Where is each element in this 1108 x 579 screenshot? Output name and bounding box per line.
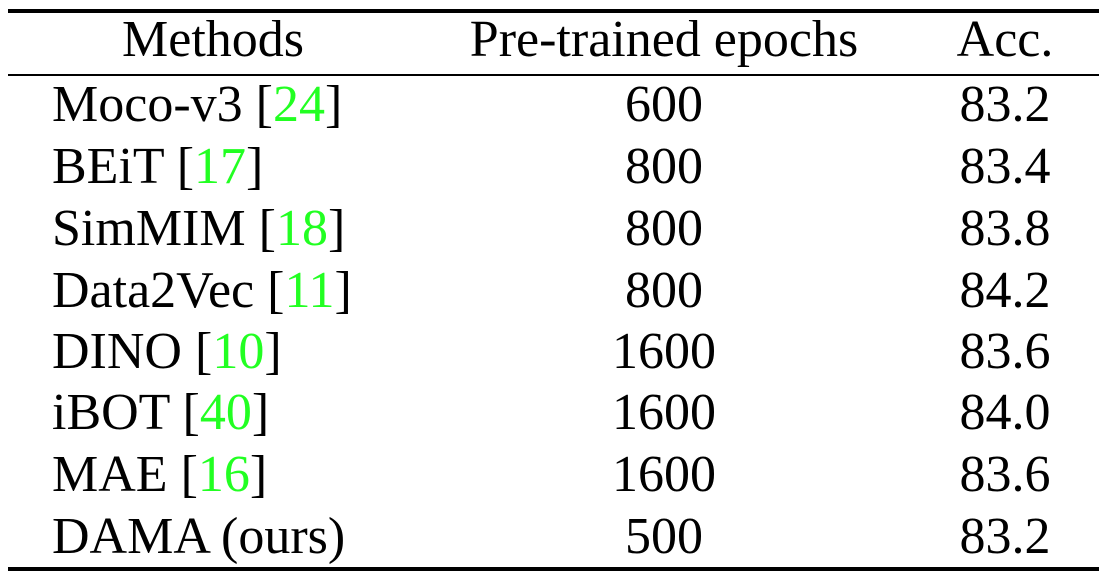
citation-link[interactable]: 24	[272, 76, 325, 133]
method-name: BEiT	[52, 138, 164, 195]
citation-link[interactable]: 18	[275, 200, 328, 257]
citation-link[interactable]: 17	[194, 138, 247, 195]
method-name: DAMA (ours)	[52, 508, 346, 565]
acc-cell: 84.0	[959, 384, 1051, 441]
method-cell: DAMA (ours)	[52, 506, 345, 568]
method-cell: BEiT [17]	[52, 138, 264, 195]
epochs-cell: 1600	[612, 323, 716, 380]
epochs-cell: 500	[625, 508, 703, 565]
method-cell: DINO [10]	[52, 323, 282, 380]
method-cell: Data2Vec [11]	[52, 262, 352, 319]
header-epochs: Pre-trained epochs	[469, 11, 859, 68]
top-rule	[8, 9, 1099, 13]
epochs-cell: 1600	[612, 446, 716, 503]
acc-cell: 83.4	[959, 138, 1051, 195]
acc-cell: 83.2	[959, 508, 1051, 565]
citation-link[interactable]: 16	[197, 446, 250, 503]
epochs-cell: 800	[625, 200, 703, 257]
acc-cell: 84.2	[959, 262, 1051, 319]
acc-cell: 83.6	[959, 323, 1051, 380]
method-cell: iBOT [40]	[52, 384, 270, 441]
method-cell: MAE [16]	[52, 446, 268, 503]
citation-link[interactable]: 10	[212, 323, 265, 380]
epochs-cell: 600	[625, 76, 703, 133]
method-name: Data2Vec	[52, 262, 255, 319]
epochs-cell: 800	[625, 138, 703, 195]
header-rule	[8, 74, 1099, 76]
bottom-rule	[8, 567, 1099, 571]
header-acc: Acc.	[956, 11, 1054, 68]
citation-link[interactable]: 40	[199, 384, 252, 441]
header-methods: Methods	[122, 11, 304, 68]
method-cell: Moco-v3 [24]	[52, 76, 343, 133]
method-name: DINO	[52, 323, 182, 380]
citation-link[interactable]: 11	[284, 262, 335, 319]
method-cell: SimMIM [18]	[52, 200, 346, 257]
acc-cell: 83.6	[959, 446, 1051, 503]
method-name: MAE	[52, 446, 168, 503]
method-name: SimMIM	[52, 200, 246, 257]
acc-cell: 83.8	[959, 200, 1051, 257]
epochs-cell: 1600	[612, 384, 716, 441]
epochs-cell: 800	[625, 262, 703, 319]
method-name: iBOT	[52, 384, 170, 441]
acc-cell: 83.2	[959, 76, 1051, 133]
method-name: Moco-v3	[52, 76, 243, 133]
